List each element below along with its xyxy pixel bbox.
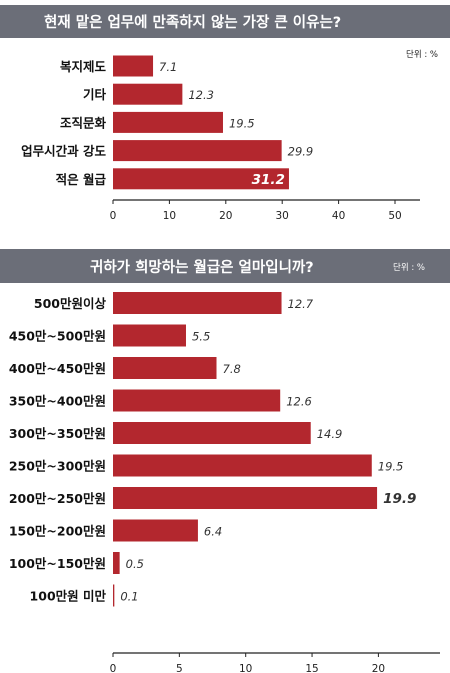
chart1-tick-label: 50 <box>388 210 401 222</box>
chart2-title: 귀하가 희망하는 월급은 얼마입니까? <box>90 259 314 276</box>
chart2-value-label: 12.6 <box>286 395 312 409</box>
chart1-category-label: 복지제도 <box>60 59 107 74</box>
chart2-value-label: 0.1 <box>120 590 138 604</box>
chart2-value-label: 5.5 <box>192 330 210 344</box>
chart1-tick-label: 20 <box>219 210 232 222</box>
chart2-category-label: 300만~350만원 <box>9 426 106 441</box>
chart2-tick-label: 10 <box>239 663 252 673</box>
chart1-category-label: 기타 <box>83 87 107 102</box>
chart2-value-label: 14.9 <box>317 427 343 441</box>
chart1-value-label: 7.1 <box>159 60 177 74</box>
chart1-bar <box>113 168 289 190</box>
chart1-bar <box>113 111 223 133</box>
chart1-tick-label: 40 <box>332 210 345 222</box>
chart1-category-label: 적은 월급 <box>56 172 107 187</box>
chart2-category-label: 250만~300만원 <box>9 459 106 474</box>
chart2-bar <box>113 487 378 509</box>
chart2-value-label: 7.8 <box>223 362 241 376</box>
chart1-bar <box>113 140 282 162</box>
chart2-category-label: 350만~400만원 <box>9 394 106 409</box>
chart1-value-label: 12.3 <box>188 88 214 102</box>
chart2-bar <box>113 422 311 444</box>
chart2-category-label: 100만원 미만 <box>30 589 107 604</box>
chart2-value-label: 19.9 <box>383 491 416 507</box>
chart2-category-label: 200만~250만원 <box>9 491 106 506</box>
chart1-tick-label: 0 <box>110 210 117 222</box>
chart1-category-label: 업무시간과 강도 <box>21 144 106 159</box>
chart2-tick-label: 15 <box>305 663 318 673</box>
chart1-category-label: 조직문화 <box>60 115 107 130</box>
chart1-unit-label: 단위 : % <box>406 50 438 60</box>
chart1-value-label: 31.2 <box>252 172 285 188</box>
chart2-category-label: 150만~200만원 <box>9 524 106 539</box>
chart1-title: 현재 맡은 업무에 만족하지 않는 가장 큰 이유는? <box>44 15 342 31</box>
chart2-category-label: 500만원이상 <box>34 296 107 311</box>
chart2-bar <box>113 357 217 379</box>
chart2-value-label: 12.7 <box>288 297 314 311</box>
chart2-tick-label: 0 <box>110 663 117 673</box>
chart2-bar <box>113 324 186 347</box>
chart2-bar <box>113 519 198 542</box>
chart2-bar <box>113 292 282 314</box>
chart1-tick-label: 10 <box>163 210 176 222</box>
chart1-svg: 0 10 20 30 40 50 복지제도 7.1 기타 12.3 조직문화 19.5 업무시간과 강도… <box>21 55 420 222</box>
chart2-bar <box>113 552 120 574</box>
chart2-unit-label: 단위 : % <box>393 263 425 273</box>
chart1-bar <box>113 83 183 105</box>
chart2-tick-label: 5 <box>176 663 183 673</box>
chart1-bar <box>113 55 154 77</box>
chart2-value-label: 6.4 <box>204 525 222 539</box>
chart2-category-label: 400만~450만원 <box>9 361 106 376</box>
chart2-bar <box>113 584 115 607</box>
chart1-value-label: 19.5 <box>229 116 255 130</box>
chart2-category-label: 100만~150만원 <box>9 556 106 571</box>
chart2-tick-label: 20 <box>372 663 385 673</box>
chart2-value-label: 0.5 <box>126 557 144 571</box>
chart1-tick-label: 30 <box>276 210 289 222</box>
chart2-title-banner: 귀하가 희망하는 월급은 얼마입니까? 단위 : % <box>0 249 450 283</box>
chart2-bar <box>113 454 372 477</box>
chart2-value-label: 19.5 <box>378 460 404 474</box>
chart2-category-label: 450만~500만원 <box>9 329 106 344</box>
chart1-title-banner: 현재 맡은 업무에 만족하지 않는 가장 큰 이유는? <box>0 5 450 38</box>
chart2-bar <box>113 389 281 412</box>
chart1-value-label: 29.9 <box>288 145 314 159</box>
